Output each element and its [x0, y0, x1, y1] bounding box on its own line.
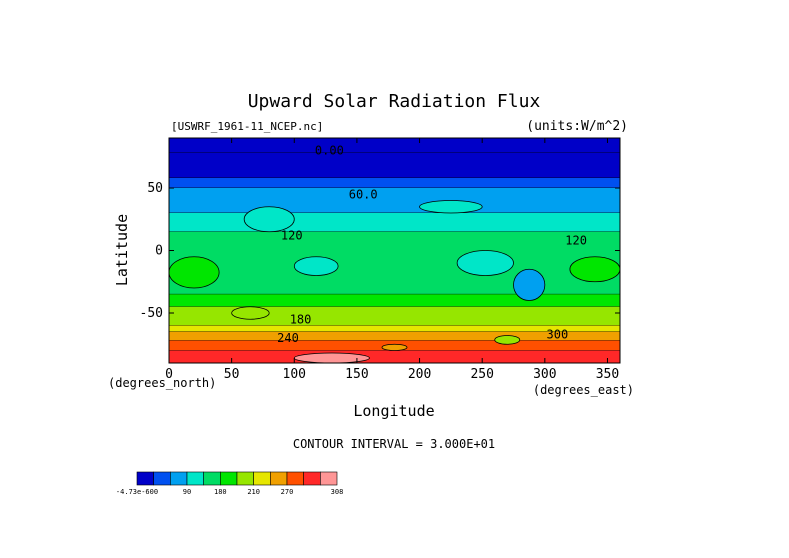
- contour-patch: [494, 335, 521, 345]
- colorbar-swatch: [186, 471, 204, 486]
- y-tick-label: 0: [155, 244, 163, 259]
- colorbar-tick-label: 210: [247, 488, 260, 496]
- latitude-band: [169, 178, 620, 188]
- latitude-band: [169, 294, 620, 307]
- x-axis: 0 50 100 150 200 250 300 350: [165, 138, 619, 382]
- contour-value-label: 120: [565, 234, 587, 248]
- contour-value-label: 180: [290, 312, 312, 326]
- latitude-band: [169, 306, 620, 326]
- x-tick-label: 50: [224, 367, 240, 382]
- x-unit-label: (degrees_east): [533, 383, 634, 397]
- colorbar-tick-label: 270: [281, 488, 294, 496]
- x-tick-label: 350: [596, 367, 619, 382]
- latitude-band: [169, 138, 620, 153]
- contour-patch: [168, 256, 220, 289]
- latitude-band: [169, 350, 620, 363]
- contour-labels: 0.00 60.0 120 120 180 240 300: [277, 144, 587, 346]
- contour-patch: [243, 206, 295, 233]
- latitude-band: [169, 188, 620, 213]
- y-axis-title: Latitude: [113, 214, 131, 286]
- colorbar: -4.73e-600 90 180 210 270 308: [116, 471, 344, 496]
- contour-value-label: 60.0: [349, 187, 378, 201]
- latitude-band: [169, 153, 620, 178]
- x-tick-label: 100: [283, 367, 306, 382]
- x-tick-label: 150: [345, 367, 368, 382]
- colorbar-swatch: [220, 471, 238, 486]
- colorbar-swatch: [253, 471, 271, 486]
- contour-value-label: 0.00: [315, 144, 344, 158]
- contour-value-label: 120: [281, 229, 303, 243]
- contour-patch: [456, 250, 514, 276]
- colorbar-swatch: [286, 471, 304, 486]
- x-tick-label: 300: [533, 367, 556, 382]
- latitude-band: [169, 325, 620, 332]
- y-tick-label: 50: [147, 181, 163, 196]
- colorbar-swatch: [303, 471, 321, 486]
- y-axis: 50 0 -50: [140, 181, 620, 321]
- units-label: (units:W/m^2): [526, 119, 628, 134]
- contour-patch: [419, 200, 483, 214]
- latitude-band: [169, 331, 620, 341]
- contour-patch: [513, 268, 546, 301]
- plot-area: [168, 138, 621, 364]
- contour-patch: [231, 306, 270, 320]
- latitude-band: [169, 213, 620, 232]
- colorbar-tick-label: 90: [183, 488, 191, 496]
- x-tick-label: 250: [470, 367, 493, 382]
- contour-value-label: 240: [277, 331, 299, 345]
- colorbar-tick-label: -4.73e-600: [116, 488, 158, 496]
- contour-patch: [293, 256, 339, 276]
- chart-title: Upward Solar Radiation Flux: [248, 91, 541, 112]
- contour-patch: [381, 343, 408, 351]
- colorbar-tick-label: 180: [214, 488, 227, 496]
- contour-interval-label: CONTOUR INTERVAL = 3.000E+01: [293, 437, 495, 451]
- x-tick-label: 200: [408, 367, 431, 382]
- colorbar-swatch: [320, 471, 338, 486]
- colorbar-swatch: [136, 471, 154, 486]
- source-file-label: [USWRF_1961-11_NCEP.nc]: [171, 120, 323, 133]
- colorbar-swatch: [203, 471, 221, 486]
- x-tick-label: 0: [165, 367, 173, 382]
- y-tick-label: -50: [140, 306, 163, 321]
- colorbar-swatch: [170, 471, 188, 486]
- colorbar-swatch: [270, 471, 288, 486]
- y-unit-label: (degrees_north): [108, 376, 216, 390]
- colorbar-tick-label: 308: [331, 488, 344, 496]
- contour-value-label: 300: [547, 327, 569, 341]
- contour-patch: [293, 352, 370, 364]
- x-axis-title: Longitude: [353, 402, 434, 420]
- colorbar-swatch: [236, 471, 254, 486]
- contour-patch: [569, 256, 621, 283]
- latitude-band: [169, 231, 620, 295]
- colorbar-swatch: [153, 471, 171, 486]
